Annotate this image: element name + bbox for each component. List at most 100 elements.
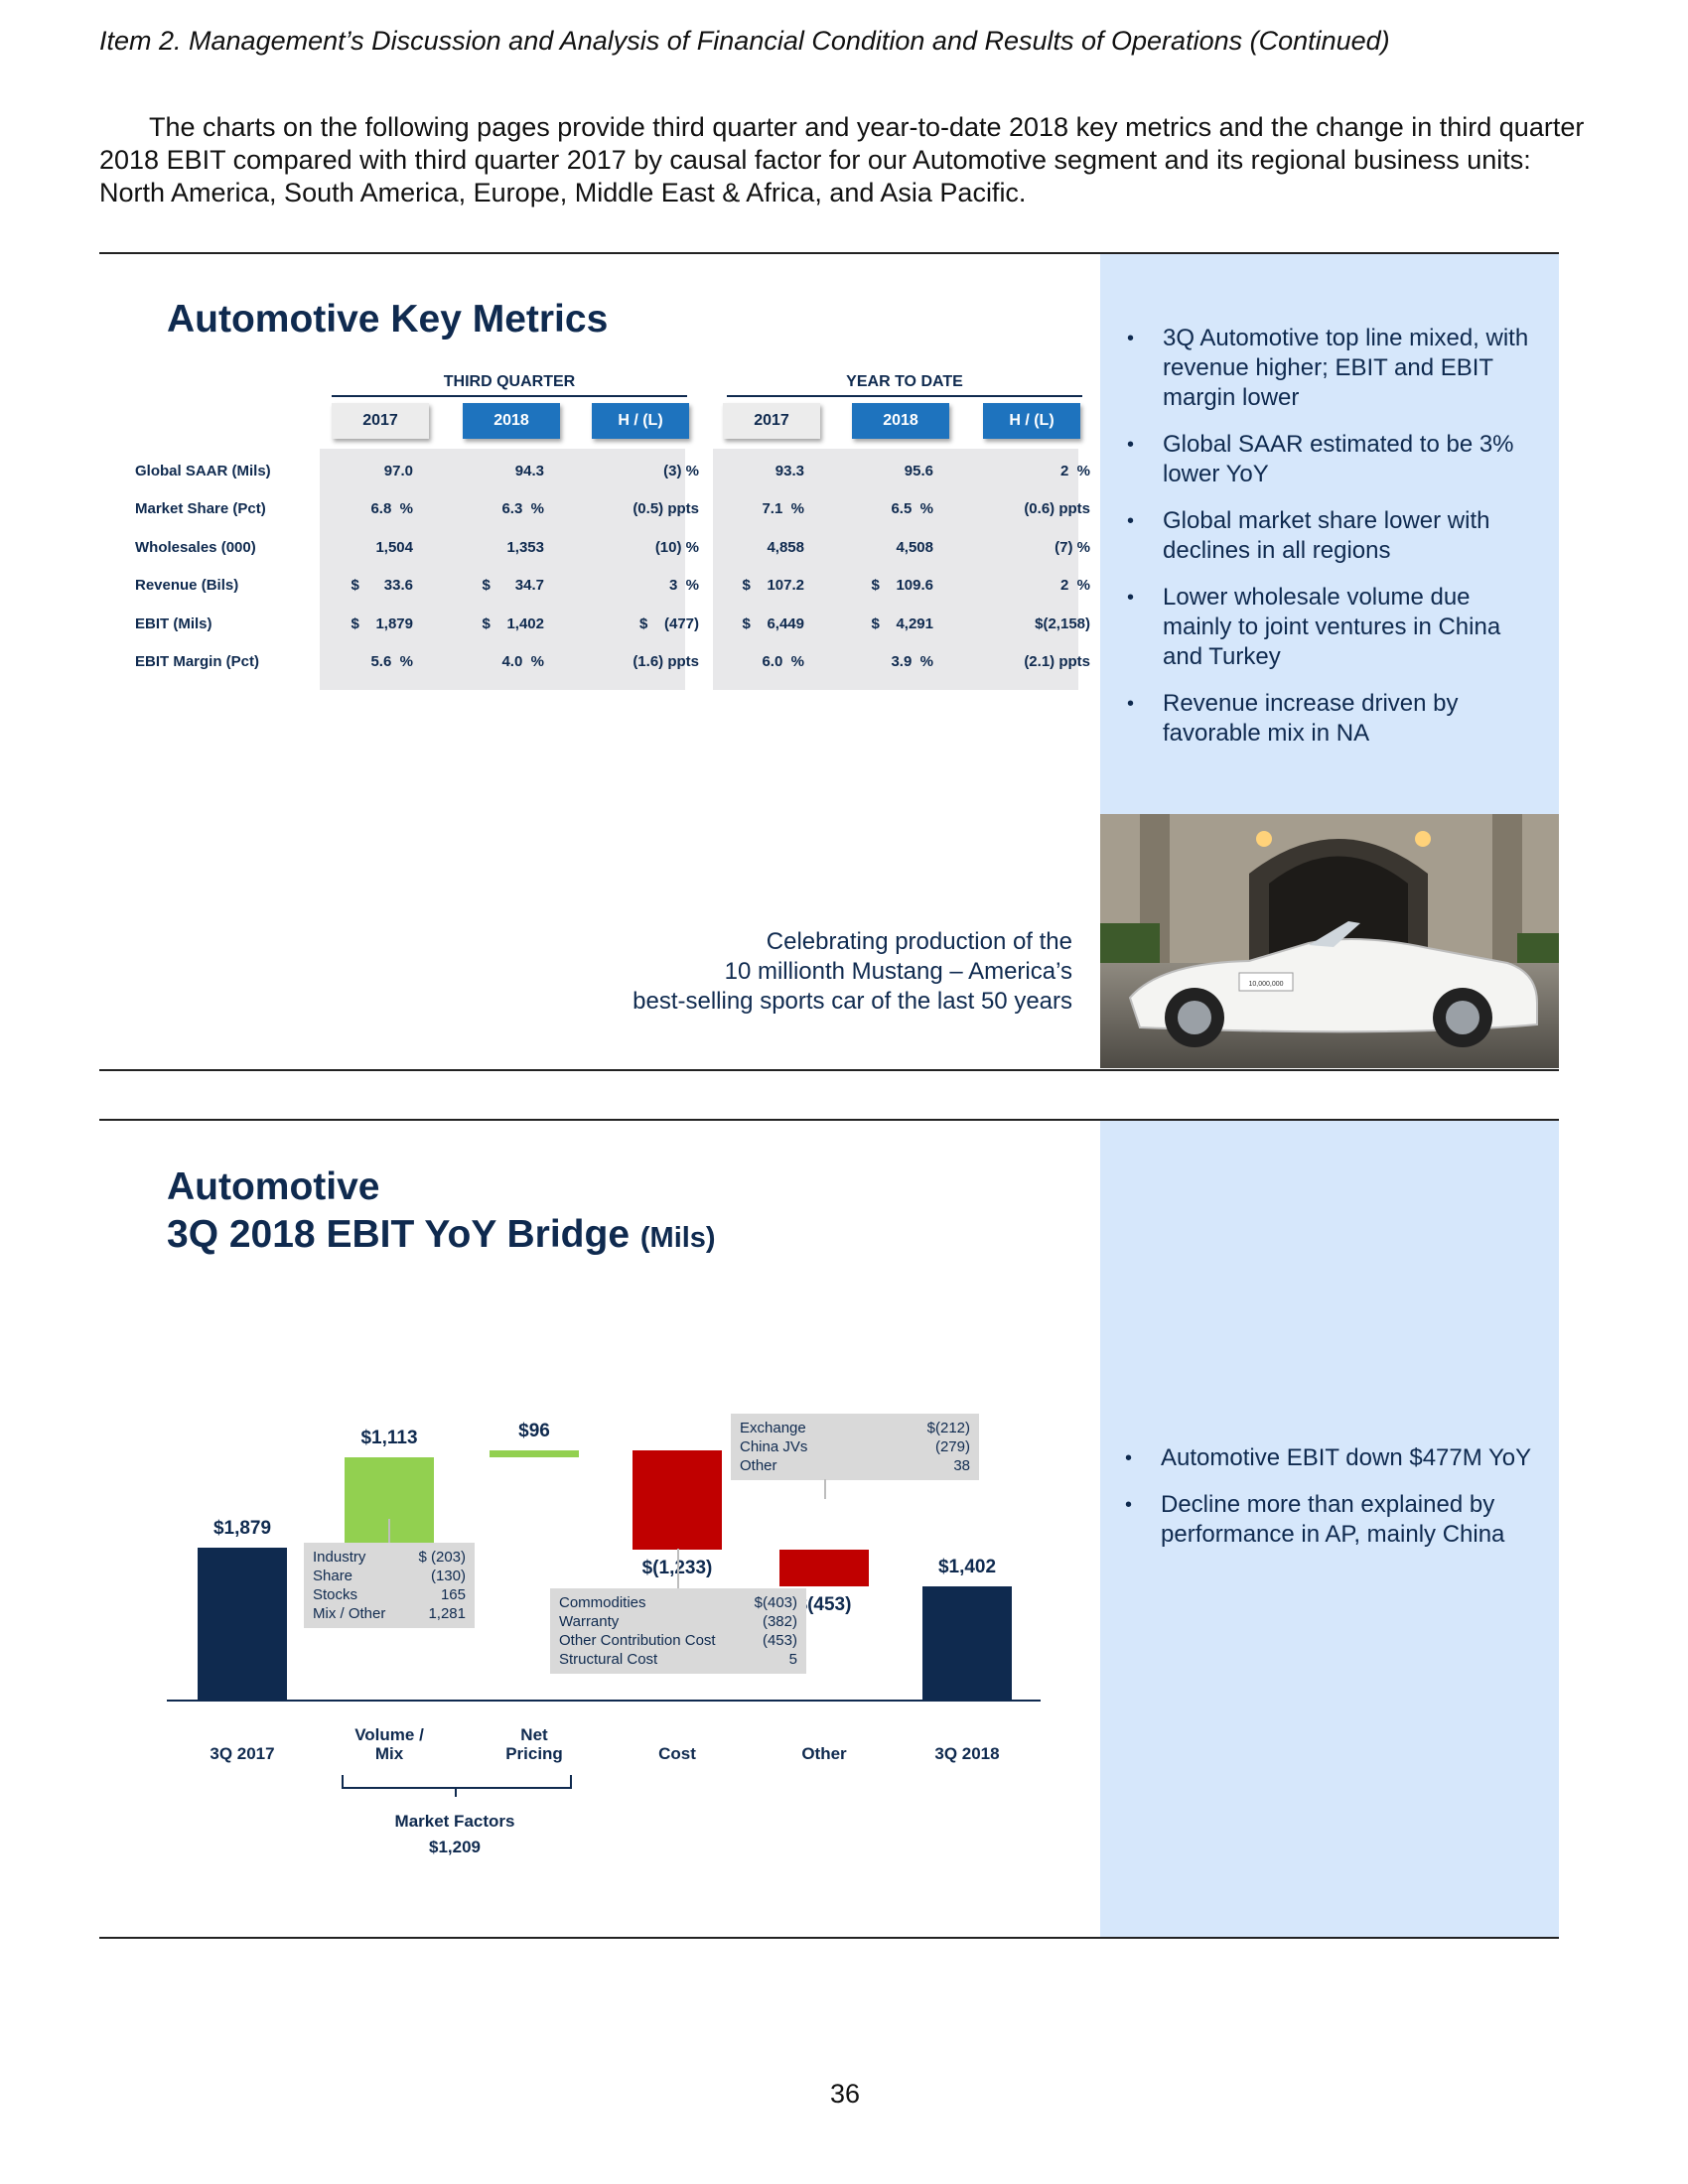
metric-cell: $ 33.6	[351, 577, 413, 595]
bridge-title-line2: 3Q 2018 EBIT YoY Bridge (Mils)	[167, 1213, 716, 1256]
bar-net-pricing	[490, 1449, 579, 1458]
lamp-right	[1415, 831, 1431, 847]
bar-value-label: $1,402	[937, 1556, 997, 1577]
page-number: 36	[830, 2079, 861, 2109]
box-row-label: Other	[740, 1457, 777, 1474]
metric-cell: (10) %	[654, 538, 699, 556]
metric-cell: 3 %	[668, 577, 699, 595]
bar-value-label: $1,879	[212, 1518, 272, 1540]
metric-cell: $ 4,291	[871, 614, 933, 632]
box-row-label: Exchange	[740, 1420, 806, 1436]
x-axis-label-line: Pricing	[505, 1744, 563, 1763]
row-label: EBIT Margin (Pct)	[135, 653, 260, 670]
bullet-item: 3Q Automotive top line mixed, with reven…	[1127, 324, 1544, 413]
metric-cell: $ 6,449	[742, 614, 804, 632]
volume-mix-detail-box: Industry $ (203) Share (130) Stocks 165 Mix / …	[304, 1543, 475, 1628]
connector-volume	[388, 1519, 390, 1543]
section-header: Item 2. Management’s Discussion and Anal…	[99, 26, 1390, 56]
box-row-value: (382)	[762, 1613, 797, 1630]
box-row-value: (130)	[430, 1568, 466, 1584]
bar-3q-2017	[198, 1548, 287, 1700]
column-header-0-0: 2017	[332, 403, 429, 439]
bridge-title: Automotive 3Q 2018 EBIT YoY Bridge (Mils…	[167, 1163, 716, 1262]
metric-cell: 5.6 %	[370, 653, 413, 670]
column-header-1-0: 2017	[723, 403, 820, 439]
x-axis-label: Volume / Mix	[310, 1725, 469, 1763]
cost-detail-box: Commodities $(403) Warranty (382) Other Cont…	[550, 1588, 806, 1674]
market-factors-bracket-tick	[455, 1787, 457, 1797]
metric-cell: 95.6	[904, 463, 933, 479]
metric-cell: 4.0 %	[501, 653, 544, 670]
box-row: Exchange $(212)	[740, 1419, 970, 1437]
bar-value-label: $96	[518, 1420, 550, 1441]
mustang-caption: Celebrating production of the 10 milliont…	[596, 927, 1072, 1017]
x-axis-label: Cost	[598, 1744, 757, 1763]
metric-cell: 4,508	[896, 538, 933, 556]
metrics-block-1	[713, 449, 1078, 690]
metric-cell: $ 1,402	[482, 614, 544, 632]
box-row: Commodities $(403)	[559, 1593, 797, 1612]
column-header-1-1: 2018	[852, 403, 949, 439]
box-row: Structural Cost 5	[559, 1650, 797, 1669]
box-row-value: 1,281	[428, 1605, 466, 1622]
box-row-value: 165	[440, 1586, 466, 1603]
x-axis-label-line: Other	[801, 1744, 847, 1763]
row-label: Wholesales (000)	[135, 538, 256, 556]
metric-cell: (0.5) ppts	[633, 500, 699, 518]
x-axis-label: Other	[745, 1744, 904, 1763]
bar-value-label: $1,113	[360, 1428, 418, 1449]
metric-cell: 2 %	[1059, 463, 1090, 479]
box-row-label: China JVs	[740, 1438, 808, 1455]
key-metrics-title: Automotive Key Metrics	[167, 298, 609, 341]
metric-cell: $(2,158)	[1035, 614, 1090, 632]
box-row: Other 38	[740, 1456, 970, 1475]
market-factors-label: Market Factors $1,209	[355, 1809, 554, 1860]
metric-cell: 1,504	[375, 538, 413, 556]
top-rule-1	[99, 252, 1559, 254]
market-factors-bracket	[342, 1775, 572, 1789]
box-row-label: Stocks	[313, 1586, 358, 1603]
x-axis-label-line: 3Q 2017	[210, 1744, 275, 1763]
windshield	[1309, 921, 1360, 947]
bar-other	[779, 1550, 869, 1586]
metric-cell: 97.0	[383, 463, 413, 479]
metric-cell: 6.5 %	[891, 500, 933, 518]
metric-cell: 6.0 %	[762, 653, 804, 670]
box-row-value: $(403)	[754, 1594, 797, 1611]
bottom-rule-2	[99, 1937, 1559, 1939]
column-header-1-2: H / (L)	[983, 403, 1080, 439]
market-factors-value: $1,209	[429, 1838, 481, 1856]
x-axis-label: Net Pricing	[455, 1725, 614, 1763]
metric-cell: 2 %	[1059, 577, 1090, 595]
box-row-label: Structural Cost	[559, 1651, 658, 1668]
metric-cell: $ 109.6	[871, 577, 933, 595]
column-header-0-2: H / (L)	[592, 403, 689, 439]
other-detail-box: Exchange $(212) China JVs (279) Other 38	[731, 1414, 979, 1480]
bar-value-label: $(1,233)	[641, 1558, 713, 1578]
intro-paragraph: The charts on the following pages provid…	[99, 112, 1585, 207]
metric-cell: 1,353	[506, 538, 544, 556]
key-metrics-bullets: 3Q Automotive top line mixed, with reven…	[1127, 324, 1544, 765]
metrics-block-0	[320, 449, 685, 690]
bar-volume-mix	[345, 1457, 434, 1549]
bullet-item: Global market share lower with declines …	[1127, 506, 1544, 566]
box-row: Other Contribution Cost (453)	[559, 1631, 797, 1650]
metric-cell: 7.1 %	[762, 500, 804, 518]
metric-cell: 6.3 %	[501, 500, 544, 518]
box-row-label: Commodities	[559, 1594, 646, 1611]
bullet-item: Lower wholesale volume due mainly to joi…	[1127, 583, 1544, 672]
box-row-label: Share	[313, 1568, 353, 1584]
box-row: Industry $ (203)	[313, 1548, 466, 1567]
bridge-title-line1: Automotive	[167, 1165, 380, 1208]
bullet-item: Global SAAR estimated to be 3% lower YoY	[1127, 430, 1544, 489]
bar-value-label: $(453)	[796, 1593, 852, 1615]
box-row-value: (279)	[934, 1438, 970, 1455]
bar-3q-2018	[922, 1585, 1012, 1700]
box-row-label: Industry	[313, 1549, 366, 1566]
metric-cell: $ 34.7	[482, 577, 544, 595]
x-axis-label-line: Net	[520, 1725, 548, 1744]
gate	[1269, 856, 1408, 963]
bar-cost	[633, 1449, 722, 1550]
x-axis-label-line: Volume /	[354, 1725, 424, 1744]
metric-cell: 4,858	[767, 538, 804, 556]
